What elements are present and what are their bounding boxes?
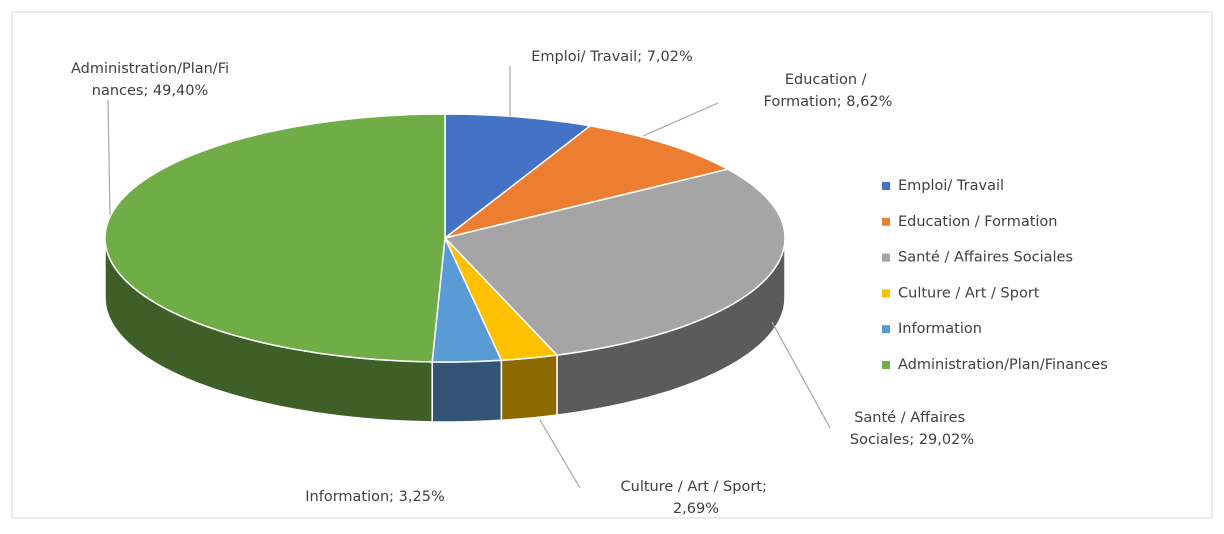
data-label: Administration/Plan/Fi nances; 49,40%: [71, 61, 229, 99]
slice: [444, 237, 559, 362]
data-label: Information; 3,25%: [305, 489, 445, 505]
legend-swatch: [882, 217, 890, 226]
leader-line: [539, 419, 581, 489]
slice: [431, 235, 503, 363]
legend-label: Emploi/ Travail: [898, 178, 1004, 194]
data-label: Santé / Affaires Sociales; 29,02%: [850, 410, 974, 448]
legend-swatch: [882, 182, 890, 190]
leader-line: [107, 99, 111, 216]
data-label: Culture / Art / Sport; 2,69%: [621, 479, 772, 517]
legend-swatch: [882, 289, 890, 298]
legend-label: Culture / Art / Sport: [898, 285, 1040, 301]
slice: [443, 168, 786, 356]
slice: [104, 113, 446, 363]
slice: [444, 125, 730, 239]
legend-swatch: [882, 361, 890, 369]
leader-line: [642, 102, 719, 137]
legend-swatch: [882, 325, 890, 334]
data-label: Education / Formation; 8,62%: [764, 72, 893, 110]
legend-label: Education / Formation: [898, 214, 1057, 230]
slice: [444, 113, 592, 240]
slice-side: [500, 354, 558, 422]
data-label: Emploi/ Travail; 7,02%: [531, 49, 693, 65]
legend-swatch: [882, 253, 890, 262]
legend-label: Santé / Affaires Sociales: [898, 250, 1073, 266]
slice-side: [431, 359, 503, 423]
legend-label: Administration/Plan/Finances: [898, 357, 1108, 373]
legend-label: Information: [898, 321, 982, 337]
leader-line: [771, 321, 831, 429]
